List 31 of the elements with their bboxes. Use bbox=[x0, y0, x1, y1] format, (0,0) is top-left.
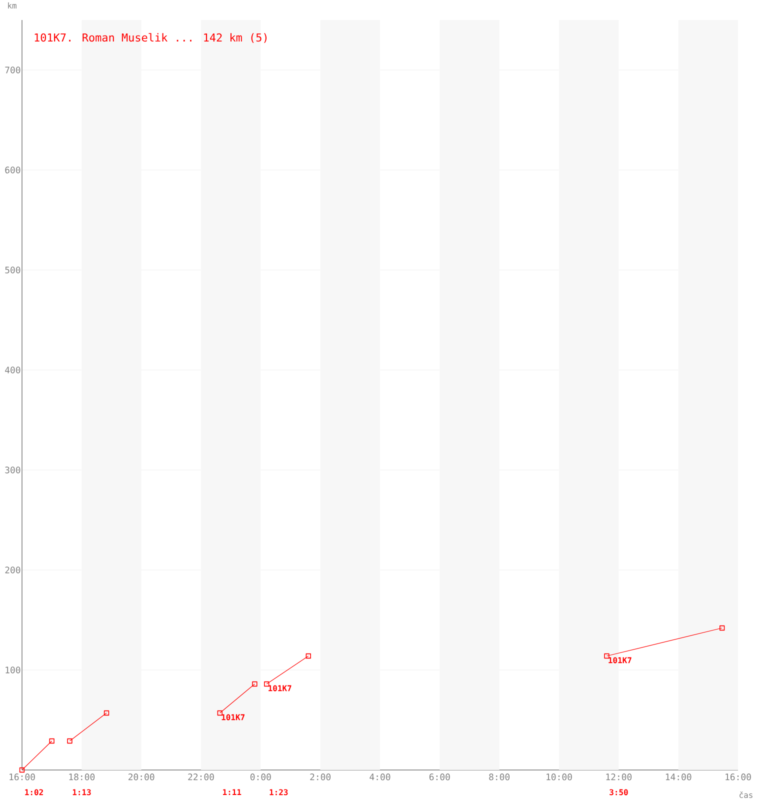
point bbox=[720, 625, 725, 631]
point bbox=[104, 710, 110, 716]
x-tick-label: 10:00 bbox=[546, 774, 572, 780]
y-tick-label: 200 bbox=[5, 566, 20, 574]
point bbox=[67, 738, 72, 744]
x-tick-label: 2:00 bbox=[310, 774, 331, 780]
point bbox=[49, 738, 54, 744]
x-tick-label: 8:00 bbox=[489, 774, 510, 780]
point bbox=[306, 653, 311, 659]
x-tick-label: 20:00 bbox=[128, 774, 154, 780]
point bbox=[252, 681, 258, 687]
point bbox=[264, 681, 270, 687]
x-tick-label: 0:00 bbox=[250, 774, 271, 780]
y-tick-label: 500 bbox=[5, 266, 20, 274]
x-tick-label: 14:00 bbox=[666, 774, 692, 780]
x-tick-label: 12:00 bbox=[606, 774, 632, 780]
point bbox=[604, 653, 610, 659]
x-tick-label: 16:00 bbox=[10, 774, 35, 780]
y-tick-label: 100 bbox=[6, 666, 20, 674]
y-tick-label: 400 bbox=[5, 366, 20, 374]
x-tick-label: 6:00 bbox=[429, 774, 450, 780]
x-tick-label: 18:00 bbox=[69, 774, 95, 780]
y-tick-label: 300 bbox=[5, 466, 20, 474]
x-tick-label: 4:00 bbox=[370, 774, 390, 780]
text: 101K7. Roman Muselik ... 142 km (5) bbox=[34, 33, 267, 43]
point bbox=[217, 710, 222, 716]
point bbox=[19, 767, 25, 773]
y-tick-label: 700 bbox=[5, 66, 20, 74]
y-tick-label: 600 bbox=[5, 166, 20, 174]
x-tick-label: 22:00 bbox=[188, 774, 214, 780]
x-tick-label: 16:00 bbox=[726, 774, 751, 780]
